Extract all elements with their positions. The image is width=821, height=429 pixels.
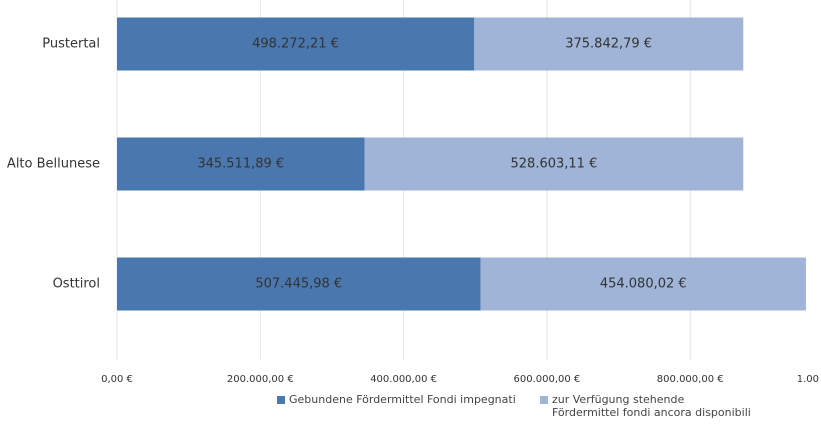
data-label: 375.842,79 € [565, 37, 652, 52]
data-label: 498.272,21 € [252, 37, 339, 52]
bar-segment [117, 257, 481, 311]
legend-item: Gebundene Fördermittel Fondi impegnati [277, 393, 540, 419]
x-tick-label: 1.00 [797, 374, 819, 385]
legend: Gebundene Fördermittel Fondi impegnati zu… [277, 393, 755, 419]
legend-label: zur Verfügung stehende Fördermittel fond… [552, 393, 751, 419]
y-tick-label: Osttirol [53, 277, 100, 292]
legend-item: zur Verfügung stehende Fördermittel fond… [540, 393, 755, 419]
legend-swatch [277, 396, 285, 404]
bar-segment [474, 17, 744, 71]
x-tick-label: 400.000,00 € [370, 374, 437, 385]
y-tick-label: Pustertal [42, 37, 100, 52]
x-tick-label: 200.000,00 € [227, 374, 294, 385]
legend-label: Gebundene Fördermittel Fondi impegnati [289, 393, 516, 406]
bar-segment [480, 257, 806, 311]
y-tick-label: Alto Bellunese [7, 157, 100, 172]
data-label: 454.080,02 € [600, 277, 687, 292]
bar-segment [117, 17, 475, 71]
data-label: 528.603,11 € [511, 157, 598, 172]
data-label: 507.445,98 € [255, 277, 342, 292]
x-tick-label: 800.000,00 € [657, 374, 724, 385]
data-label: 345.511,89 € [197, 157, 284, 172]
bar-segment [364, 137, 744, 191]
bar-segment [117, 137, 365, 191]
x-tick-label: 600.000,00 € [514, 374, 581, 385]
legend-swatch [540, 396, 548, 404]
x-tick-label: 0,00 € [101, 374, 133, 385]
